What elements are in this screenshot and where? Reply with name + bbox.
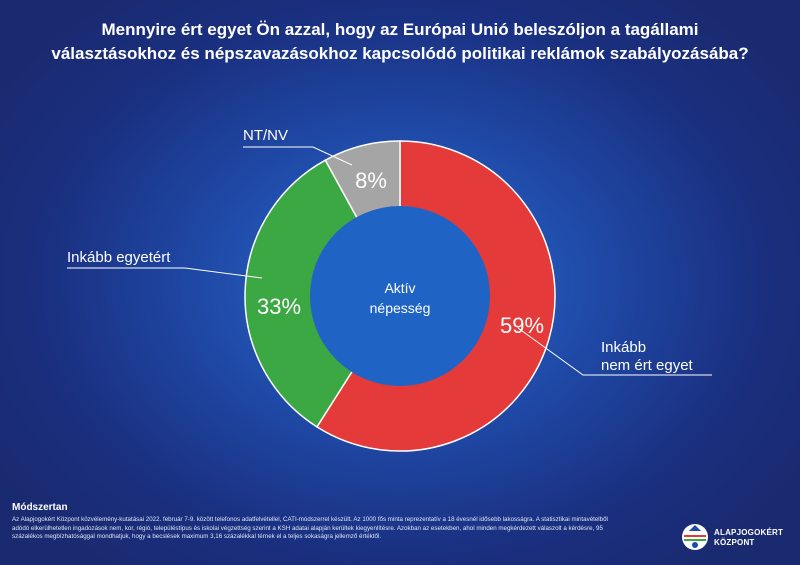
methodology-heading: Módszertan bbox=[12, 502, 68, 513]
logo: ALAPJOGOKÉRT KÖZPONT bbox=[680, 520, 790, 556]
logo-text-line-1: ALAPJOGOKÉRT bbox=[714, 528, 784, 537]
chart-title-line-2: választásokhoz és népszavazásokhoz kapcs… bbox=[51, 44, 749, 63]
leader-line-no bbox=[517, 327, 712, 376]
methodology-text: Az Alapjogokért Központ közvélemény-kuta… bbox=[12, 516, 608, 541]
center-label-line-2: népesség bbox=[370, 300, 431, 316]
slice-value-ntnv: 8% bbox=[355, 168, 387, 193]
leader-line-yes bbox=[67, 267, 263, 279]
slice-label-ntnv: NT/NV bbox=[243, 127, 288, 144]
slice-label-no-line-2: nem ért egyet bbox=[601, 357, 694, 374]
logo-mark-icon bbox=[682, 524, 708, 550]
chart-title-line-1: Mennyire ért egyet Ön azzal, hogy az Eur… bbox=[101, 20, 699, 39]
slice-label-yes: Inkább egyetért bbox=[67, 249, 171, 266]
leader-line-ntnv bbox=[243, 146, 353, 166]
slice-value-no: 59% bbox=[500, 313, 544, 338]
logo-text-line-2: KÖZPONT bbox=[714, 538, 755, 547]
logo-text: ALAPJOGOKÉRT KÖZPONT bbox=[714, 528, 783, 548]
center-label-line-1: Aktív bbox=[384, 280, 415, 296]
slice-label-no-line-1: Inkább bbox=[601, 339, 646, 356]
donut-hole bbox=[310, 206, 490, 386]
slice-value-yes: 33% bbox=[257, 294, 301, 319]
chart-title: Mennyire ért egyet Ön azzal, hogy az Eur… bbox=[20, 18, 780, 66]
